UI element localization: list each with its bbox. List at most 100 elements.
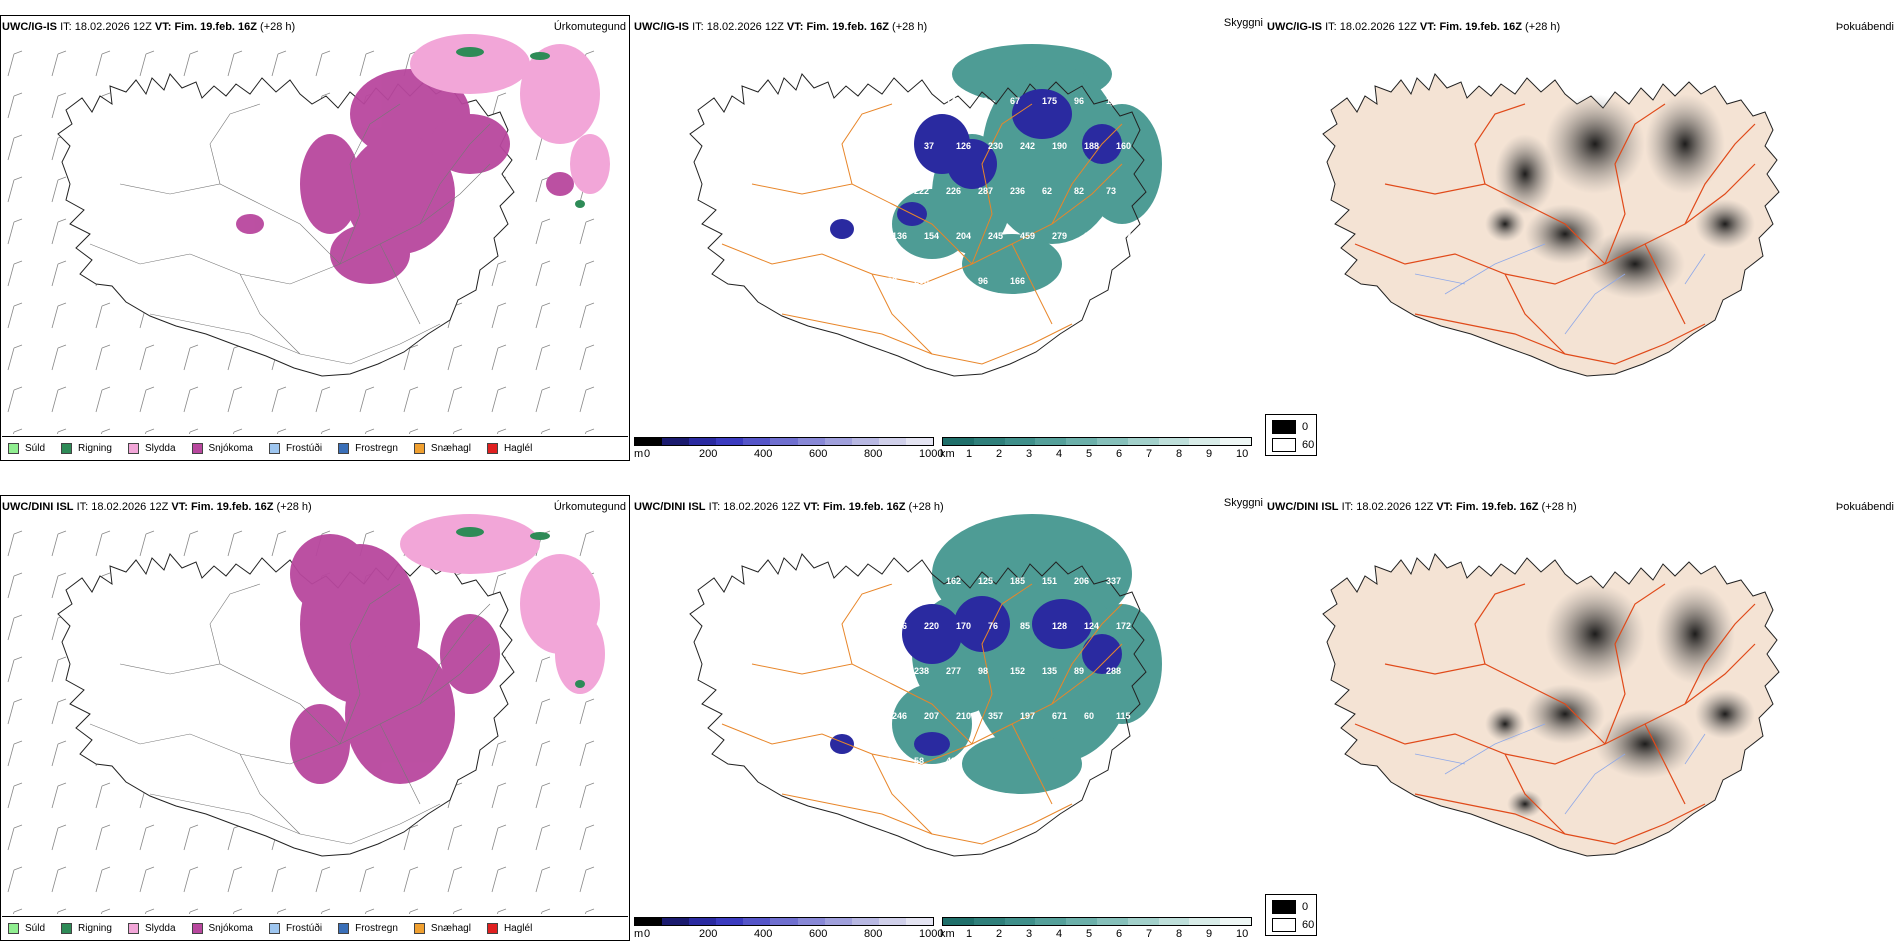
precip-road <box>419 123 491 225</box>
cloud-road <box>871 273 933 355</box>
cloud-map: 222 145 162 125 185 151 206 337 166 220 170 76 85 128… <box>689 514 1162 857</box>
sleet-blob <box>520 44 600 144</box>
wind-barb <box>51 92 67 119</box>
iceland-coastline <box>689 553 1147 857</box>
cloudbase-color-step <box>824 438 852 445</box>
cloudbase-color-step <box>851 918 879 925</box>
wind-barb <box>7 176 23 203</box>
fog-road <box>1504 273 1566 355</box>
cloudbase-color-step <box>824 918 852 925</box>
cloud-road <box>751 183 973 265</box>
wind-barb <box>7 344 23 371</box>
fog-blob <box>1525 684 1605 744</box>
cloud-base-label: 135 <box>1042 666 1057 676</box>
wind-barb <box>183 530 199 557</box>
cloud-road <box>1051 123 1123 225</box>
wind-barb <box>579 344 595 371</box>
snow-blob <box>290 534 370 614</box>
visibility-tick: 8 <box>1176 928 1183 940</box>
rain-blob <box>456 527 484 537</box>
cloud-road <box>751 663 973 745</box>
legend-item-rigning: Rigning <box>61 922 112 934</box>
visibility-colorbar <box>942 917 1252 926</box>
fog-legend-low-swatch <box>1272 918 1296 932</box>
cloudbase-color-step <box>743 438 771 445</box>
legend-swatch <box>127 442 139 454</box>
fog-panel: UWC/DINI ISL IT: 18.02.2026 12Z VT: Fim.… <box>1265 480 1900 950</box>
fog-blob <box>1585 229 1685 299</box>
wind-barb <box>7 530 23 557</box>
wind-barb <box>359 386 375 413</box>
wind-barb <box>13 428 23 434</box>
wind-barb <box>95 302 111 329</box>
cloud-road <box>971 583 1033 745</box>
fog-road <box>1504 753 1566 835</box>
sleet-blob <box>400 514 540 574</box>
cloudbase-tick: 0 <box>644 448 651 460</box>
legend-item-rigning: Rigning <box>61 442 112 454</box>
fog-road <box>1644 723 1686 805</box>
cloudbase-colorbar <box>634 917 934 926</box>
cloud-base-label: 172 <box>1116 621 1131 631</box>
wind-barb <box>535 260 551 287</box>
cloudbase-color-step <box>797 918 825 925</box>
wind-barb <box>491 824 507 851</box>
legend-item-haglél: Haglél <box>486 922 532 934</box>
wind-barb <box>7 92 23 119</box>
low-cloud-area <box>830 596 1122 756</box>
wind-barb <box>271 50 287 77</box>
fog-legend-high: 0 <box>1302 901 1309 913</box>
visibility-tick: 3 <box>1026 448 1033 460</box>
cloudbase-tick: 400 <box>754 448 773 460</box>
wind-barb <box>491 782 507 809</box>
wind-barb <box>51 218 67 245</box>
cloud-base-label: 220 <box>924 621 939 631</box>
wind-barb <box>139 824 155 851</box>
visibility-color-step <box>1158 438 1190 445</box>
wind-barb <box>51 824 67 851</box>
vt-label: VT: <box>1436 501 1453 513</box>
legend-item-súld: Súld <box>8 442 45 454</box>
cloud-base-label: 120 <box>914 96 929 106</box>
visibility-tick: 4 <box>1056 928 1063 940</box>
cloud-base-label: 128 <box>1052 621 1067 631</box>
legend-label: Haglél <box>503 442 533 454</box>
wind-barb <box>447 824 463 851</box>
lowcloud-blob <box>902 604 962 664</box>
precip-road <box>379 243 421 325</box>
fog-blob <box>1507 790 1543 818</box>
forecast-row: UWC/IG-IS IT: 18.02.2026 12Z VT: Fim. 19… <box>0 0 1900 470</box>
wind-barb <box>579 866 595 893</box>
cloudbase-tick: 600 <box>809 928 828 940</box>
visibility-color-step <box>973 438 1005 445</box>
fog-road <box>1354 643 1756 765</box>
legend-item-frostregn: Frostregn <box>338 922 398 934</box>
cloud-base-label: 101 <box>882 96 897 106</box>
legend-swatch <box>413 442 425 454</box>
wind-barb <box>7 698 23 725</box>
vt-value: Fim. 19.feb. 16Z <box>190 501 274 513</box>
wind-barb <box>535 386 551 413</box>
wind-barb <box>139 344 155 371</box>
legend-label: Snæhagl <box>430 442 471 454</box>
wind-barb <box>491 344 507 371</box>
precip-type-panel: UWC/DINI ISL IT: 18.02.2026 12Z VT: Fim.… <box>0 480 632 950</box>
panel-header: UWC/IG-IS IT: 18.02.2026 12Z VT: Fim. 19… <box>2 21 295 33</box>
precip-panel-frame <box>0 15 630 461</box>
panel-header: UWC/IG-IS IT: 18.02.2026 12Z VT: Fim. 19… <box>634 21 927 33</box>
cloud-base-label: 82 <box>1074 186 1084 196</box>
visibility-color-step <box>1189 918 1221 925</box>
cloud-base-label: 152 <box>1010 666 1025 676</box>
cloudbase-color-step <box>905 438 934 445</box>
cloud-base-label: 236 <box>1010 186 1025 196</box>
cloudbase-tick: 800 <box>864 448 883 460</box>
wind-barb <box>51 176 67 203</box>
cloud-base-label: 373 <box>1084 231 1099 241</box>
rain-blob <box>456 47 484 57</box>
fog-legend-high-swatch <box>1272 420 1296 434</box>
fog-blob <box>1695 199 1755 249</box>
cloud-base-label: 206 <box>1074 576 1089 586</box>
cloud-base-label: 137 <box>1116 231 1131 241</box>
cloud-base-label: 170 <box>956 621 971 631</box>
legend-label: Frostúði <box>285 442 323 454</box>
